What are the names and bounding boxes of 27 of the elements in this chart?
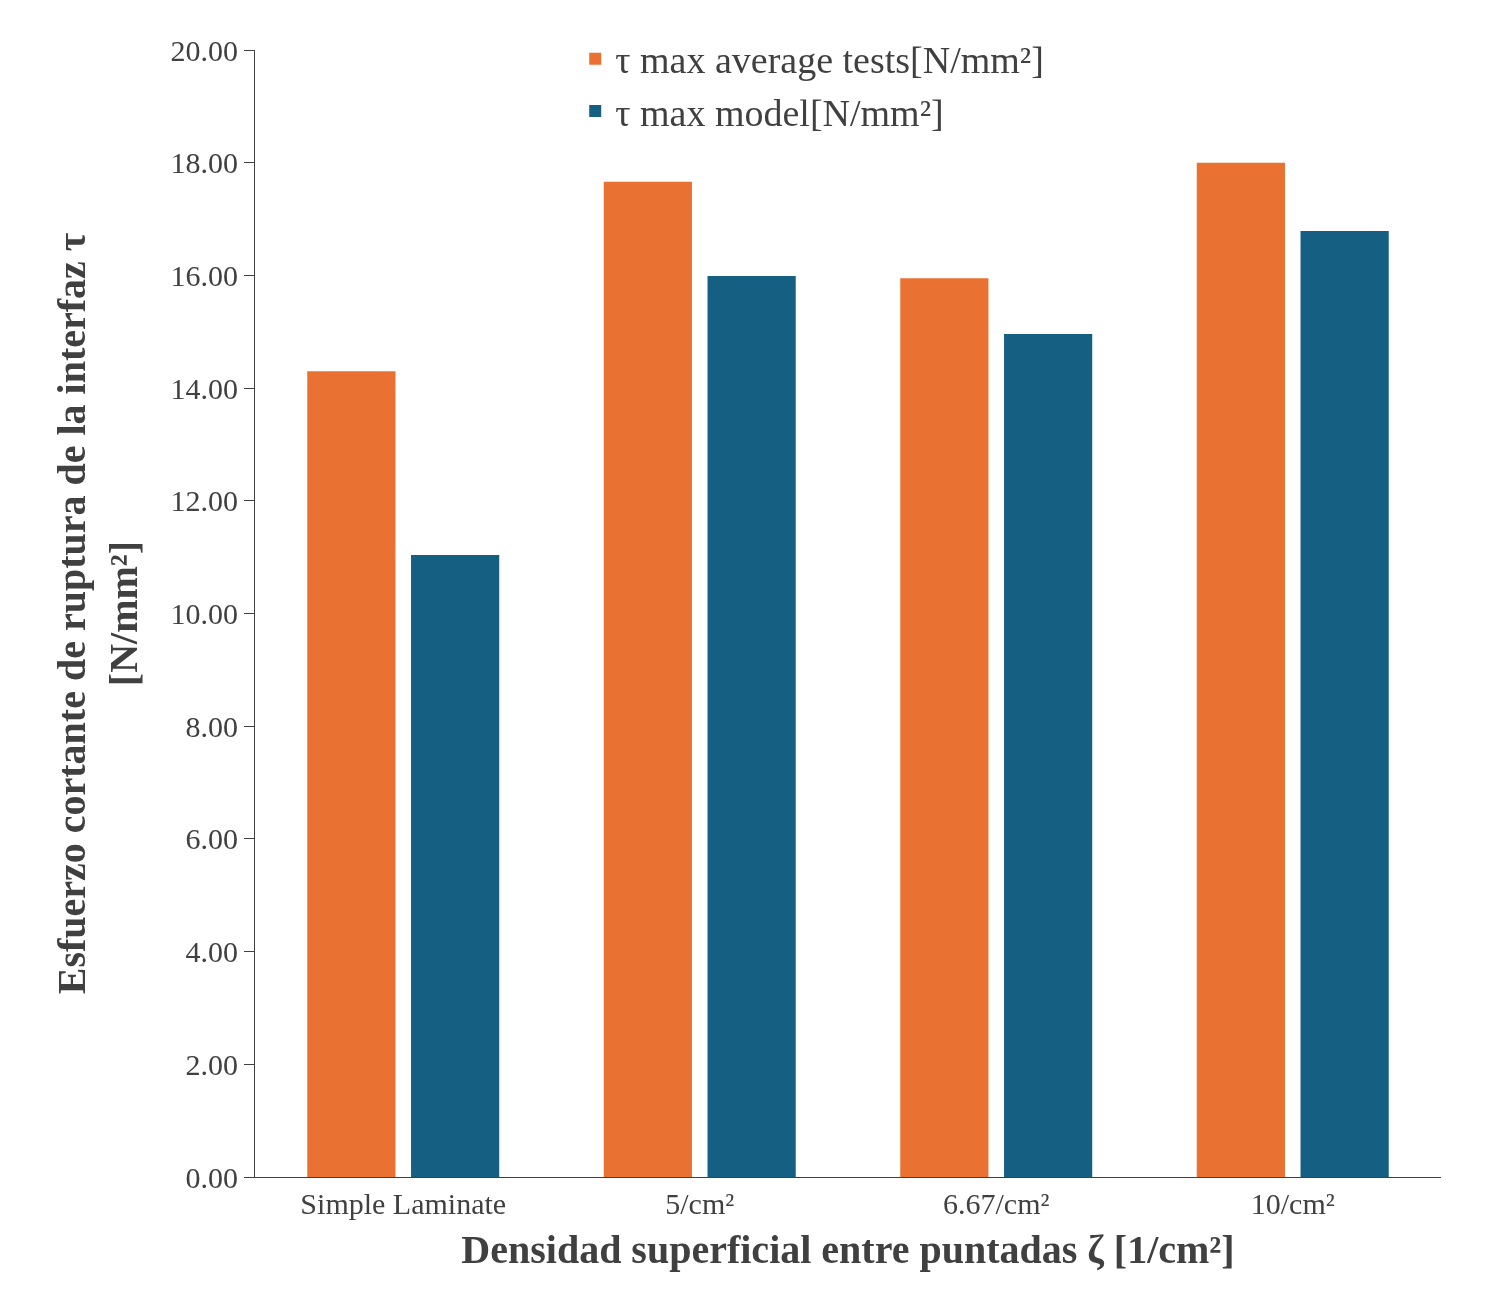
y-tick-label: 6.00 [185, 822, 238, 856]
y-tick-label: 14.00 [170, 371, 238, 405]
bar [1004, 334, 1093, 1177]
bar [1196, 162, 1285, 1177]
x-tick-label: Simple Laminate [300, 1187, 507, 1220]
y-tick-label: 10.00 [170, 597, 238, 630]
y-axis-title: Esfuerzo cortante de ruptura de la interfaz τ [N/mm²] [49, 232, 146, 995]
y-tick-label: 2.00 [185, 1047, 238, 1081]
y-tick-label: 4.00 [185, 935, 238, 969]
bar [603, 181, 692, 1177]
bar [707, 275, 796, 1177]
y-tick-label: 0.00 [185, 1160, 238, 1194]
y-tick-label: 12.00 [170, 484, 238, 518]
y-tick-label: 20.00 [170, 33, 238, 67]
y-tick-label: 18.00 [170, 146, 238, 180]
y-tick-label: 8.00 [185, 709, 238, 743]
bar [1300, 230, 1389, 1177]
x-axis-title: Densidad superficial entre puntadas ζ [1/cm²] [461, 1226, 1235, 1272]
legend-label: τ max model[N/mm²] [615, 91, 944, 134]
bar [411, 554, 500, 1177]
bar [900, 278, 989, 1177]
bar [307, 371, 396, 1177]
x-tick-label: 6.67/cm² [943, 1187, 1050, 1220]
legend-label: τ max average tests[N/mm²] [615, 39, 1044, 82]
x-tick-label: 5/cm² [665, 1187, 735, 1220]
y-tick-label: 16.00 [170, 258, 238, 292]
x-tick-label: 10/cm² [1250, 1187, 1335, 1220]
